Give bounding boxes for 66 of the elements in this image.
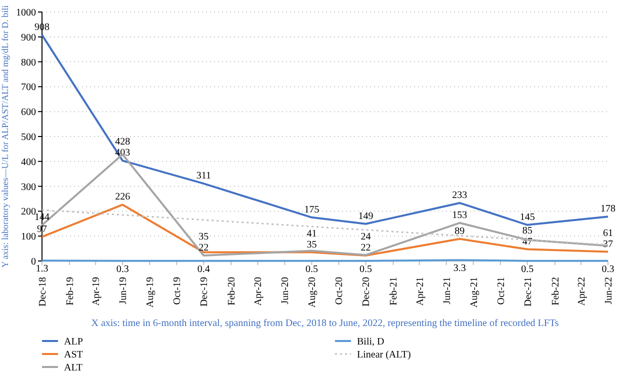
data-label: 85 bbox=[522, 225, 532, 236]
x-tick-label: Oct-20 bbox=[334, 277, 346, 305]
data-label: 0.3 bbox=[602, 264, 614, 275]
x-tick-label: Jun-19 bbox=[118, 277, 130, 304]
data-label: 428 bbox=[115, 136, 130, 148]
y-tick-label: 1000 bbox=[16, 8, 36, 18]
data-label: 149 bbox=[358, 210, 374, 222]
data-label: 41 bbox=[306, 228, 317, 240]
y-tick-label: 200 bbox=[21, 206, 36, 218]
y-tick-label: 600 bbox=[21, 107, 36, 118]
x-tick-label: Feb-19 bbox=[64, 277, 76, 306]
data-label: 35 bbox=[306, 239, 317, 250]
y-tick-label: 800 bbox=[21, 57, 36, 68]
data-label: 0.4 bbox=[197, 264, 210, 275]
data-label: 153 bbox=[452, 210, 468, 221]
y-tick-label: 100 bbox=[21, 232, 36, 243]
x-tick-label: Jun-20 bbox=[280, 277, 292, 304]
x-tick-label: Apr-20 bbox=[253, 277, 264, 306]
y-tick-label: 700 bbox=[21, 82, 36, 94]
data-label: 22 bbox=[360, 242, 371, 254]
x-tick-label: Aug-20 bbox=[307, 277, 318, 308]
x-tick-label: Aug-19 bbox=[145, 277, 156, 308]
x-tick-label: Apr-21 bbox=[414, 277, 426, 306]
data-label: 0.5 bbox=[521, 264, 534, 275]
data-label: 3.3 bbox=[453, 263, 466, 274]
data-label: 233 bbox=[452, 190, 468, 201]
legend-label: ALP bbox=[64, 336, 84, 348]
data-label: 89 bbox=[454, 226, 465, 237]
x-tick-label: Apr-19 bbox=[91, 277, 102, 306]
x-tick-label: Jun-21 bbox=[442, 277, 453, 304]
y-tick-label: 900 bbox=[21, 32, 36, 44]
data-label: 35 bbox=[198, 232, 209, 243]
data-label: 178 bbox=[600, 204, 616, 215]
y-axis-title: Y axis: laboratory values—U/L for ALP/AST/ALT and mg/dL for D. bili bbox=[0, 4, 10, 268]
legend-label: ALT bbox=[64, 362, 83, 374]
x-tick-label: Feb-22 bbox=[550, 277, 562, 306]
data-label: 311 bbox=[196, 170, 211, 182]
data-label: 226 bbox=[115, 192, 130, 203]
x-tick-label: Oct-21 bbox=[496, 277, 507, 305]
data-label: 24 bbox=[360, 232, 371, 243]
y-tick-label: 400 bbox=[21, 156, 36, 168]
data-label: 0.3 bbox=[116, 264, 129, 275]
x-tick-label: Aug-21 bbox=[468, 277, 480, 308]
x-tick-label: Dec-19 bbox=[199, 277, 210, 306]
x-tick-label: Dec-21 bbox=[522, 277, 534, 306]
data-label: 175 bbox=[304, 204, 320, 216]
y-tick-label: 300 bbox=[21, 182, 36, 193]
x-tick-label: Dec-20 bbox=[361, 277, 372, 306]
x-tick-label: Apr-22 bbox=[576, 277, 588, 306]
data-label: 1.3 bbox=[36, 264, 48, 275]
x-tick-label: Oct-19 bbox=[172, 277, 184, 305]
x-tick-label: Feb-21 bbox=[388, 277, 400, 306]
legend-label: AST bbox=[64, 350, 83, 360]
data-label: 22 bbox=[198, 242, 209, 254]
data-label: 145 bbox=[520, 212, 535, 223]
y-tick-label: 0 bbox=[31, 256, 36, 268]
data-label: 61 bbox=[603, 228, 613, 239]
legend-label: Bili, D bbox=[357, 336, 384, 348]
legend-label: Linear (ALT) bbox=[357, 350, 411, 360]
x-axis-title: X axis: time in 6-month interval, spanning from Dec, 2018 to June, 2022, representing the timeline of recorded LFTs bbox=[91, 318, 559, 329]
y-tick-label: 500 bbox=[21, 132, 36, 143]
x-tick-label: Dec-18 bbox=[38, 277, 48, 306]
data-label: 0.5 bbox=[359, 264, 372, 275]
x-tick-label: Jun-22 bbox=[604, 277, 614, 304]
x-tick-label: Feb-20 bbox=[226, 277, 238, 306]
data-label: 0.5 bbox=[305, 264, 318, 275]
